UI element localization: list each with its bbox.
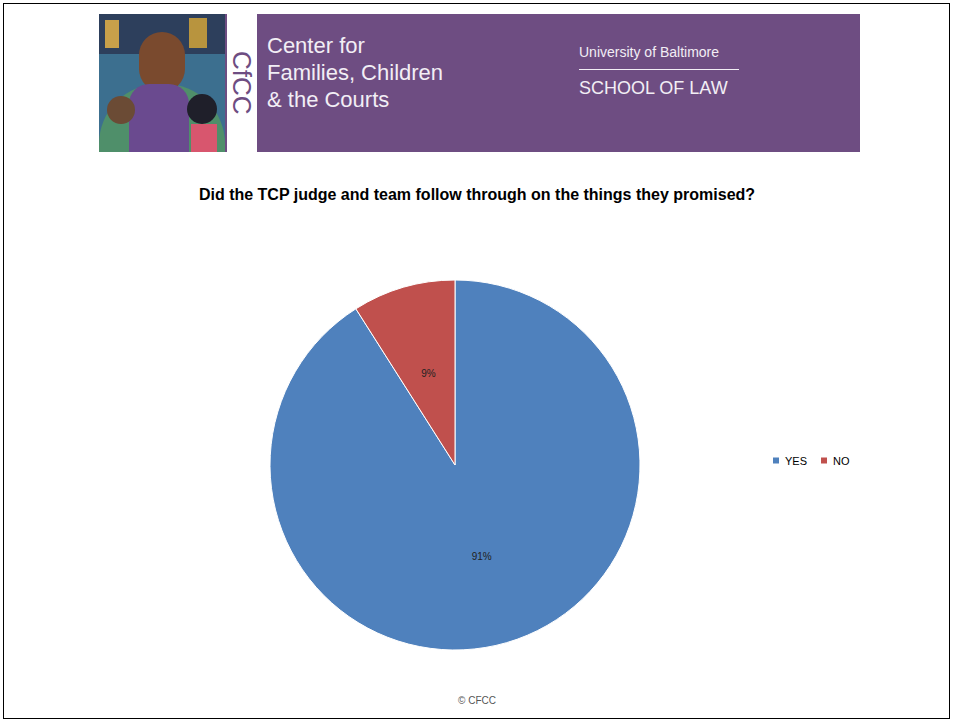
html-text:& the Courts: & the Courts xyxy=(267,87,390,112)
html-text:Families, Children: Families, Children xyxy=(267,60,444,85)
html-text:University of Baltimore: University of Baltimore xyxy=(579,44,719,60)
svg-text:YES: YES xyxy=(785,455,807,467)
html-text:CfCC: CfCC xyxy=(227,51,257,115)
svg-text:NO: NO xyxy=(833,455,850,467)
svg-text:9%: 9% xyxy=(421,368,436,379)
svg-text:91%: 91% xyxy=(472,551,492,562)
html-text:© CFCC: © CFCC xyxy=(458,695,496,706)
svg-text:Did the TCP judge and team fol: Did the TCP judge and team follow throug… xyxy=(199,186,755,203)
html-text:Center for: Center for xyxy=(267,33,365,58)
html-text:SCHOOL OF LAW: SCHOOL OF LAW xyxy=(579,78,728,98)
